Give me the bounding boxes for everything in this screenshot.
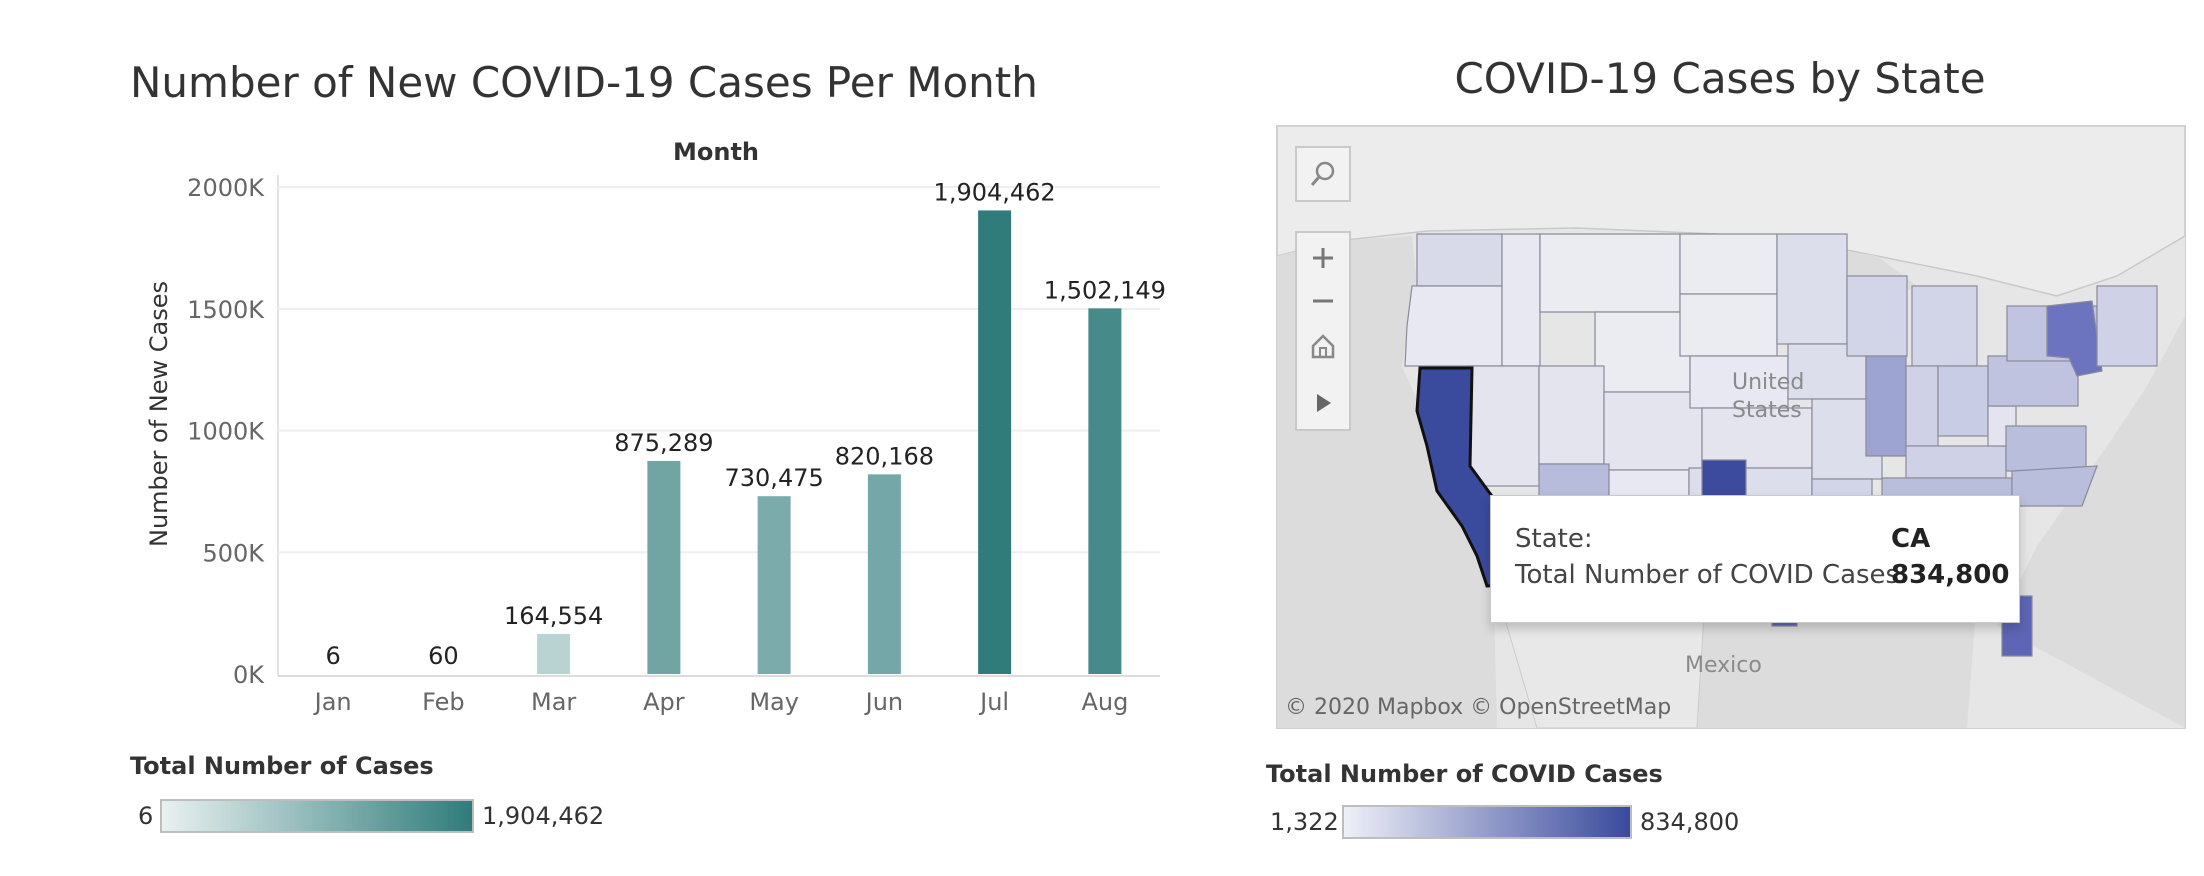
zoom-out-button[interactable] <box>1297 279 1349 323</box>
state-oh[interactable] <box>1937 365 1989 437</box>
state-wy[interactable] <box>1594 311 1691 393</box>
data-label-aug: 1,502,149 <box>1044 276 1166 304</box>
y-tick-label: 500K <box>202 539 265 567</box>
state-ny-highlight[interactable] <box>2046 300 2103 377</box>
cases-legend-title: Total Number of Cases <box>130 752 434 780</box>
cases-legend-min: 6 <box>138 802 154 830</box>
state-sd[interactable] <box>1679 293 1778 357</box>
zoom-in-button[interactable] <box>1297 233 1349 283</box>
state-id[interactable] <box>1501 233 1541 367</box>
state-nc[interactable] <box>2011 465 2098 507</box>
state-ut[interactable] <box>1538 365 1605 465</box>
x-tick-label-jan: Jan <box>313 688 352 716</box>
tooltip-cases-label: Total Number of COVID Cases: <box>1515 560 1908 590</box>
state-il[interactable] <box>1865 355 1907 457</box>
state-va[interactable] <box>2005 425 2087 472</box>
state-wi[interactable] <box>1846 275 1908 357</box>
data-label-jan: 6 <box>325 642 340 670</box>
bar-chart: Month Number of New Cases 0K 500K 1000K 150… <box>145 138 1166 716</box>
x-tick-label-feb: Feb <box>422 688 465 716</box>
bar-jul[interactable] <box>978 210 1012 674</box>
state-mn[interactable] <box>1776 233 1848 345</box>
play-button[interactable] <box>1297 378 1349 428</box>
map-label-us: United States <box>1732 370 1805 423</box>
x-tick-label-aug: Aug <box>1081 688 1128 716</box>
state-in[interactable] <box>1905 365 1939 447</box>
covid-legend-title: Total Number of COVID Cases <box>1266 760 1663 788</box>
bar-mar[interactable] <box>537 633 571 674</box>
search-button[interactable] <box>1297 148 1349 200</box>
data-label-apr: 875,289 <box>614 429 713 457</box>
y-tick-label: 1000K <box>187 418 265 446</box>
map-label-mexico: Mexico <box>1685 653 1762 678</box>
x-tick-label-jul: Jul <box>978 688 1009 716</box>
data-label-jun: 820,168 <box>835 442 934 470</box>
state-ne[interactable] <box>1689 355 1789 409</box>
y-tick-label: 1500K <box>187 296 265 324</box>
map-title: COVID-19 Cases by State <box>1454 54 1986 103</box>
state-ks[interactable] <box>1701 407 1813 469</box>
data-label-feb: 60 <box>428 642 459 670</box>
covid-legend-min: 1,322 <box>1270 808 1339 836</box>
x-tick-label-may: May <box>749 688 799 716</box>
cases-legend-max: 1,904,462 <box>482 802 605 830</box>
home-button[interactable] <box>1297 323 1349 369</box>
tooltip-state-value: CA <box>1891 524 1931 554</box>
home-icon <box>1311 334 1335 359</box>
plus-icon <box>1313 248 1333 268</box>
cases-legend-ramp <box>160 799 474 833</box>
column-header: Month <box>673 138 759 166</box>
bar-may[interactable] <box>757 496 791 674</box>
play-icon <box>1317 394 1331 412</box>
tooltip-state-label: State: <box>1515 524 1593 554</box>
data-label-mar: 164,554 <box>504 602 603 630</box>
state-co[interactable] <box>1603 391 1703 471</box>
state-mt[interactable] <box>1539 233 1681 313</box>
state-mi[interactable] <box>1911 285 1978 367</box>
bar-jun[interactable] <box>867 474 901 674</box>
state-ne-states[interactable] <box>2096 285 2158 367</box>
covid-legend-max: 834,800 <box>1640 808 1740 836</box>
state-map[interactable]: United States Mexico <box>1276 125 2186 729</box>
data-label-jul: 1,904,462 <box>934 178 1056 206</box>
y-tick-label: 0K <box>233 661 265 689</box>
state-nv[interactable] <box>1466 365 1540 487</box>
state-nd[interactable] <box>1679 233 1778 295</box>
state-ky[interactable] <box>1905 445 2007 479</box>
search-icon <box>1310 161 1335 186</box>
state-tooltip: State: CA Total Number of COVID Cases: 8… <box>1490 495 2020 623</box>
map-search-box <box>1295 146 1351 202</box>
map-attribution[interactable]: © 2020 Mapbox © OpenStreetMap <box>1285 695 1672 720</box>
bar-aug[interactable] <box>1088 308 1122 674</box>
covid-legend-ramp <box>1342 805 1632 839</box>
x-tick-label-mar: Mar <box>531 688 576 716</box>
state-pa[interactable] <box>1987 355 2079 407</box>
y-axis-label: Number of New Cases <box>145 281 173 547</box>
minus-icon <box>1313 299 1333 303</box>
tooltip-cases-value: 834,800 <box>1891 560 2010 590</box>
y-tick-label: 2000K <box>187 174 265 202</box>
x-tick-label-jun: Jun <box>864 688 904 716</box>
bar-apr[interactable] <box>647 460 681 674</box>
state-or[interactable] <box>1404 285 1503 367</box>
map-toolbar <box>1295 231 1351 431</box>
map-canvas <box>1277 126 2185 728</box>
state-wa[interactable] <box>1416 233 1503 287</box>
data-label-may: 730,475 <box>725 464 824 492</box>
x-tick-label-apr: Apr <box>643 688 685 716</box>
